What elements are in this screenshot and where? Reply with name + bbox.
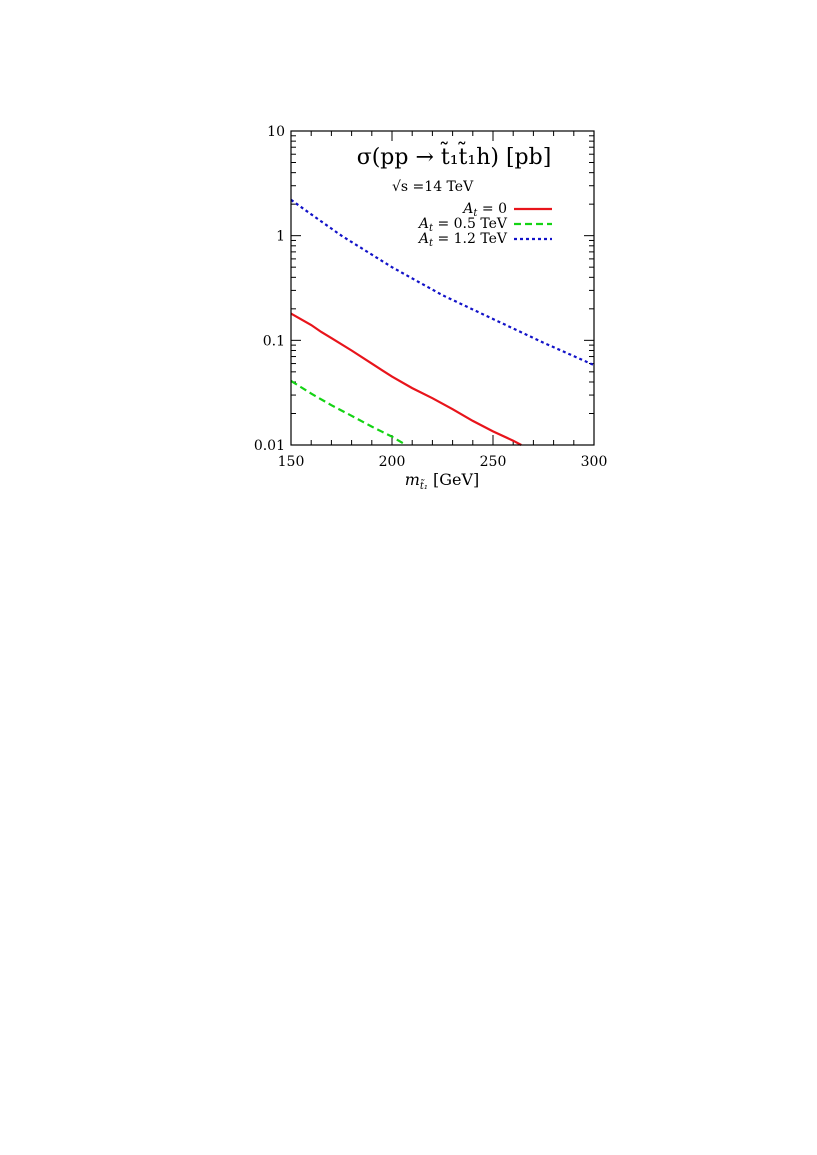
legend-label-1: At = 0	[461, 201, 507, 219]
legend-label-2: At = 0.5 TeV	[417, 216, 508, 234]
legend-symbol: A	[461, 201, 473, 217]
legend-symbol: A	[417, 216, 429, 232]
legend-subscript: t	[429, 238, 434, 249]
x-tick-label: 200	[379, 454, 406, 470]
y-tick-label: 0.01	[254, 438, 285, 454]
legend-subscript: t	[473, 208, 478, 219]
plot-frame	[290, 130, 595, 446]
series-line-1	[290, 312, 522, 446]
x-axis-label-sub: t̃₁	[420, 479, 428, 492]
x-tick-label: 250	[480, 454, 507, 470]
legend-text: = 0.5 TeV	[433, 216, 508, 232]
chart-annotation: √s =14 TeV	[392, 179, 474, 195]
axis-tick-labels: 150 200 250 300 0.01 0.1 1 10	[254, 124, 608, 470]
x-axis-label-unit: [GeV]	[428, 470, 479, 489]
series-layer	[290, 198, 595, 446]
legend-subscript: t	[429, 223, 434, 234]
y-tick-label: 0.1	[263, 333, 285, 349]
series-line-3	[290, 198, 595, 367]
x-tick-label: 150	[278, 454, 305, 470]
x-axis-label-main: m	[405, 470, 420, 489]
series-line-2	[290, 379, 407, 446]
legend-text: = 1.2 TeV	[433, 231, 508, 247]
x-axis-label: mt̃₁ [GeV]	[405, 470, 480, 492]
legend-symbol: A	[417, 231, 429, 247]
chart-title: σ(pp → t̃₁t̃₁h) [pb]	[357, 140, 552, 170]
legend-text: = 0	[477, 201, 507, 217]
x-tick-label: 300	[581, 454, 608, 470]
y-tick-label: 10	[267, 124, 285, 140]
y-tick-label: 1	[276, 229, 285, 245]
legend-label-3: At = 1.2 TeV	[417, 231, 508, 249]
